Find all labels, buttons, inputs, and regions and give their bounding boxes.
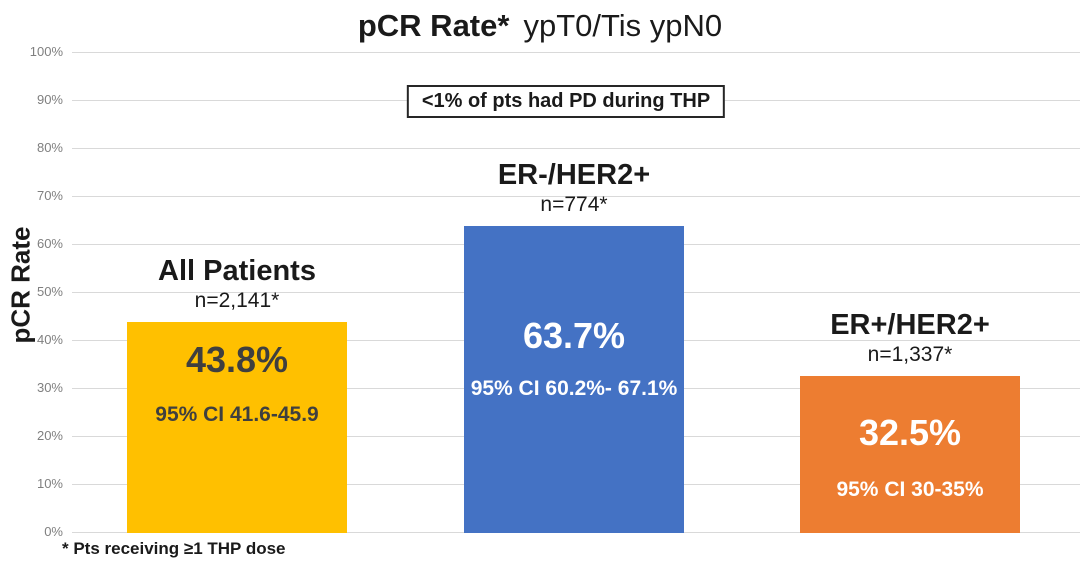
bar-value-label: 32.5%: [858, 412, 962, 453]
bar-header-1: ER-/HER2+ n=774*: [414, 159, 734, 218]
bar-category-label: ER+/HER2+: [830, 309, 990, 341]
bar-n-label: n=774*: [540, 193, 608, 217]
y-tick-label-60: 60%: [36, 236, 63, 251]
chart-title-sub: ypT0/Tis ypN0: [523, 8, 723, 43]
bar-0: [127, 321, 347, 533]
bar-header-0: All Patients n=2,141*: [77, 255, 397, 314]
bar-1: [464, 226, 684, 533]
chart-title: pCR Rate* ypT0/Tis ypN0: [0, 8, 1080, 44]
y-tick-label-10: 10%: [36, 476, 63, 491]
y-tick-label-0: 0%: [44, 524, 63, 539]
bar-ci-label: 95% CI 60.2%- 67.1%: [470, 377, 678, 401]
y-tick-label-40: 40%: [36, 332, 63, 347]
gridline-100: [72, 52, 1080, 53]
bar-value-label: 63.7%: [522, 315, 626, 357]
bar-value-label: 43.8%: [185, 338, 289, 380]
y-tick-label-80: 80%: [36, 140, 63, 155]
gridline-80: [72, 148, 1080, 149]
bar-ci-label: 95% CI 30-35%: [836, 478, 984, 501]
bar-n-label: n=2,141*: [194, 288, 280, 312]
footnote: * Pts receiving ≥1 THP dose: [62, 539, 286, 558]
chart-title-main: pCR Rate*: [357, 8, 510, 43]
y-tick-label-50: 50%: [36, 284, 63, 299]
bar-header-2: ER+/HER2+ n=1,337*: [750, 309, 1070, 368]
y-tick-label-90: 90%: [36, 92, 63, 107]
bar-n-label: n=1,337*: [867, 343, 953, 366]
bar-ci-label: 95% CI 41.6-45.9: [155, 402, 319, 426]
gridline-70: [72, 196, 1080, 197]
bar-category-label: All Patients: [158, 254, 316, 287]
y-tick-label-100: 100%: [29, 44, 63, 59]
y-tick-label-70: 70%: [36, 188, 63, 203]
bar-2: [800, 376, 1020, 533]
annotation-box: <1% of pts had PD during THP: [406, 85, 726, 118]
y-tick-label-20: 20%: [36, 428, 63, 443]
y-tick-label-30: 30%: [36, 380, 63, 395]
bar-category-label: ER-/HER2+: [497, 159, 651, 192]
annotation-text: <1% of pts had PD during THP: [421, 90, 711, 112]
